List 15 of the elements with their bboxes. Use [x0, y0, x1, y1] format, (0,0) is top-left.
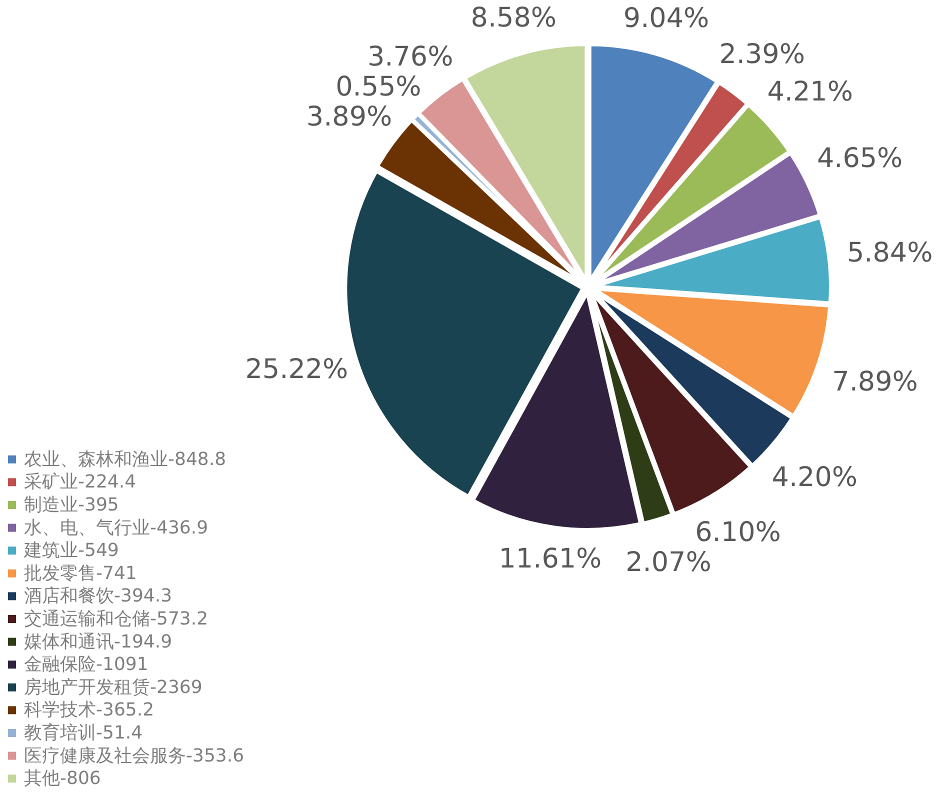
legend-label: 其他-806 — [24, 768, 101, 790]
legend-label: 房地产开发租赁-2369 — [24, 676, 202, 698]
legend-label: 水、电、气行业-436.9 — [24, 517, 208, 538]
legend-label: 科学技术-365.2 — [24, 700, 154, 721]
legend-label: 金融保险-1091 — [24, 654, 148, 676]
legend-label: 媒体和通讯-194.9 — [24, 631, 172, 652]
legend-label: 教育培训-51.4 — [24, 722, 143, 744]
legend-label: 医疗健康及社会服务-353.6 — [24, 745, 244, 766]
legend-label: 农业、森林和渔业-848.8 — [24, 448, 226, 470]
legend-label: 建筑业-549 — [23, 540, 119, 562]
legend-label: 采矿业-224.4 — [24, 472, 136, 493]
legend-label: 制造业-395 — [24, 494, 119, 516]
legend-label: 酒店和餐饮-394.3 — [24, 586, 172, 607]
legend-label: 交通运输和仓储-573.2 — [24, 608, 208, 630]
legend-label: 批发零售-741 — [24, 562, 137, 584]
